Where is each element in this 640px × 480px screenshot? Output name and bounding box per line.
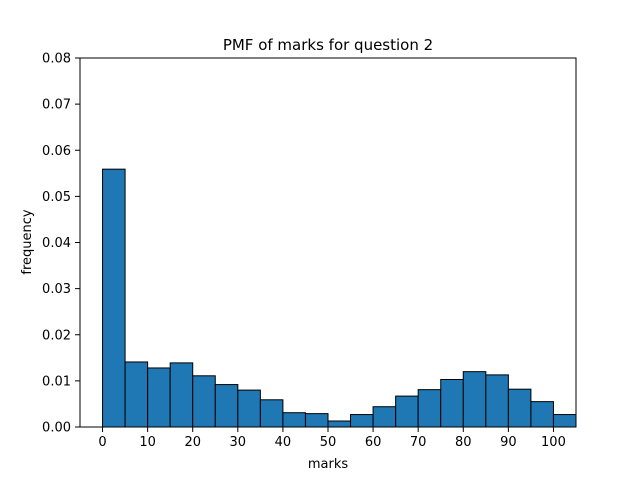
histogram-bar bbox=[304, 413, 329, 428]
histogram-bar bbox=[395, 395, 419, 428]
y-tick-label: 0.05 bbox=[42, 190, 71, 205]
chart-title: PMF of marks for question 2 bbox=[223, 36, 433, 54]
plot-frame bbox=[79, 57, 577, 428]
y-tick-label: 0.03 bbox=[42, 282, 71, 297]
histogram-bar bbox=[102, 168, 126, 428]
histogram-bar bbox=[282, 412, 306, 428]
x-tick-label: 80 bbox=[455, 435, 472, 450]
x-tick-label: 100 bbox=[541, 435, 566, 450]
histogram-bar bbox=[237, 389, 261, 428]
histogram-bar bbox=[552, 414, 577, 428]
y-tick-label: 0.00 bbox=[42, 421, 71, 436]
histogram-bar bbox=[350, 414, 374, 428]
histogram-bar bbox=[327, 420, 352, 428]
y-axis-label: frequency bbox=[20, 209, 35, 275]
histogram-bar bbox=[485, 374, 509, 428]
x-tick-label: 0 bbox=[98, 435, 106, 450]
y-tick-label: 0.07 bbox=[42, 98, 71, 113]
histogram-bar bbox=[440, 378, 464, 428]
y-axis-ticks: 0.00 0.01 0.02 0.03 0.04 0.05 0.06 0.07 0.08 bbox=[42, 52, 80, 436]
y-tick-label: 0.06 bbox=[42, 144, 71, 159]
x-tick-label: 40 bbox=[275, 435, 292, 450]
x-tick-label: 30 bbox=[230, 435, 247, 450]
histogram-bar bbox=[417, 389, 442, 428]
histogram-bar bbox=[507, 388, 532, 428]
y-tick-label: 0.01 bbox=[42, 374, 71, 389]
histogram-bar bbox=[259, 399, 284, 428]
y-tick-label: 0.04 bbox=[42, 236, 71, 251]
y-tick-label: 0.08 bbox=[42, 52, 71, 67]
y-tick-label: 0.02 bbox=[42, 328, 71, 343]
x-tick-label: 70 bbox=[410, 435, 427, 450]
histogram-bar bbox=[372, 406, 397, 428]
histogram-bar bbox=[192, 375, 216, 428]
x-tick-label: 20 bbox=[184, 435, 201, 450]
x-axis-label: marks bbox=[308, 457, 349, 472]
histogram-bar bbox=[462, 371, 487, 428]
x-tick-label: 10 bbox=[139, 435, 156, 450]
histogram-bar bbox=[214, 384, 239, 428]
x-axis-ticks: 0 10 20 30 40 50 60 70 80 90 100 bbox=[98, 427, 566, 450]
x-tick-label: 60 bbox=[365, 435, 382, 450]
bars-group bbox=[102, 168, 577, 428]
histogram-bar bbox=[169, 362, 194, 428]
x-tick-label: 50 bbox=[320, 435, 337, 450]
histogram-bar bbox=[124, 361, 149, 428]
histogram-bar bbox=[147, 367, 171, 428]
x-tick-label: 90 bbox=[500, 435, 517, 450]
histogram-bar bbox=[530, 401, 554, 428]
